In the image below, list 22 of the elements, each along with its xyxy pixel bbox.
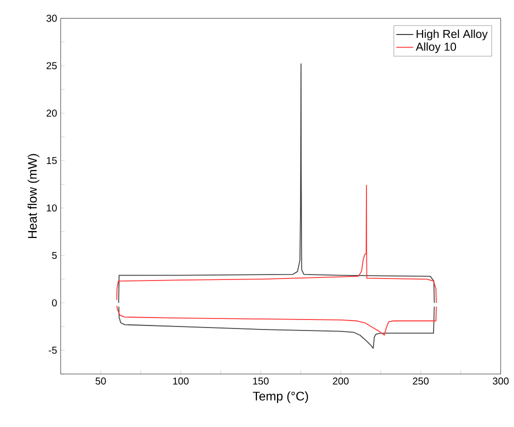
y-tick-label: 0 — [52, 299, 57, 306]
line-series — [118, 63, 435, 304]
y-tick-label: 30 — [46, 14, 57, 22]
x-tick-label: 100 — [173, 378, 189, 385]
x-axis-title: Temp (°C) — [252, 391, 308, 404]
x-tick-label: 150 — [253, 378, 269, 385]
y-tick-label: -5 — [48, 346, 57, 354]
x-tick-label: 50 — [96, 378, 106, 385]
x-tick-label: 250 — [412, 378, 429, 385]
legend-label: High Rel Alloy — [416, 30, 488, 40]
y-tick-label: 5 — [52, 252, 57, 259]
y-axis-title: Heat flow (mW) — [28, 154, 40, 238]
x-tick-label: 200 — [332, 378, 349, 385]
line-series — [118, 306, 435, 349]
y-tick-label: 15 — [46, 157, 57, 164]
x-tick-label: 300 — [492, 378, 509, 385]
y-tick-label: 20 — [46, 110, 57, 117]
legend-label: Alloy 10 — [416, 42, 456, 54]
line-series — [116, 305, 437, 336]
y-tick-label: 10 — [46, 204, 57, 212]
y-tick-label: 25 — [46, 62, 57, 70]
line-series — [116, 184, 437, 304]
